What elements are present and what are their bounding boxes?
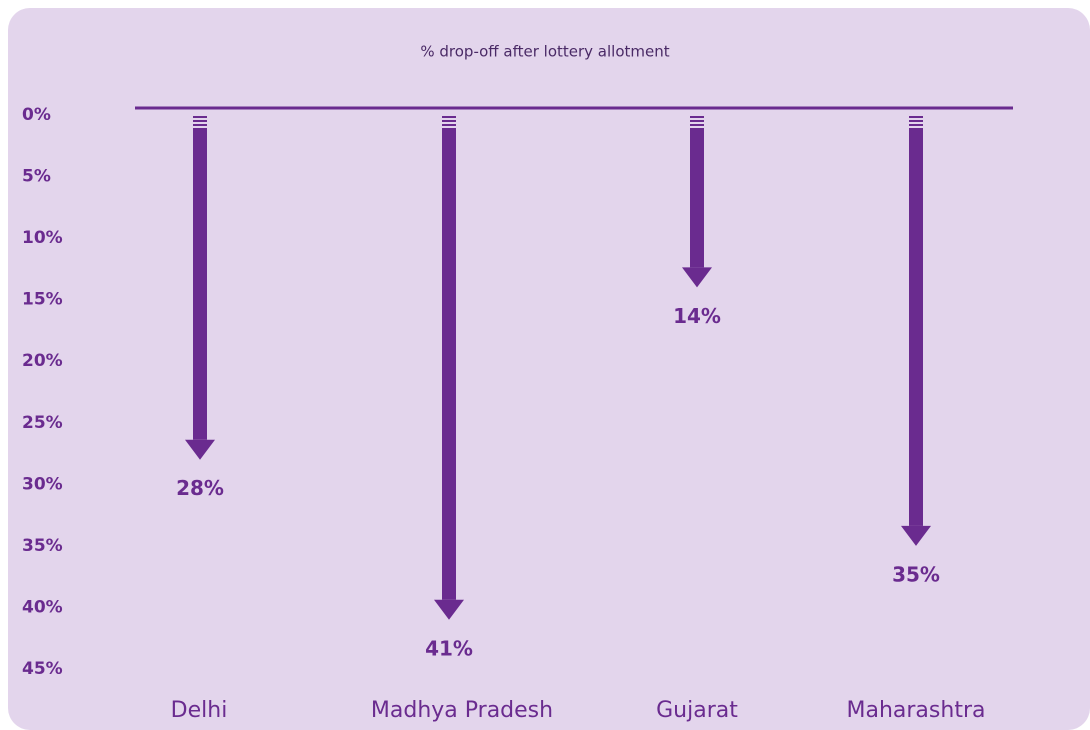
- arrow-part: [909, 124, 923, 126]
- arrow-part: [690, 124, 704, 126]
- arrow-part: [690, 116, 704, 118]
- y-tick-label: 20%: [22, 351, 63, 371]
- arrow-part: [442, 124, 456, 126]
- arrow-part: [901, 525, 931, 546]
- arrow-part: [193, 116, 207, 118]
- arrow-part: [193, 124, 207, 126]
- arrow-part: [193, 120, 207, 122]
- x-tick-label: Maharashtra: [847, 698, 986, 723]
- x-tick-label: Delhi: [171, 698, 228, 723]
- arrow-part: [185, 439, 215, 460]
- arrow-part: [442, 116, 456, 118]
- x-tick-label: Gujarat: [656, 698, 738, 723]
- y-tick-label: 15%: [22, 290, 63, 310]
- value-label: 14%: [673, 304, 721, 328]
- y-tick-label: 30%: [22, 474, 63, 494]
- panel: [8, 8, 1090, 730]
- y-tick-label: 25%: [22, 413, 63, 433]
- arrow-part: [442, 128, 456, 600]
- y-tick-label: 0%: [22, 105, 51, 125]
- value-label: 41%: [425, 636, 473, 660]
- arrow-part: [442, 120, 456, 122]
- arrow-part: [690, 120, 704, 122]
- arrow-part: [690, 128, 704, 268]
- arrow-part: [909, 120, 923, 122]
- y-tick-label: 5%: [22, 167, 51, 187]
- x-tick-label: Madhya Pradesh: [371, 698, 553, 723]
- value-label: 28%: [176, 476, 224, 500]
- arrow-part: [434, 599, 464, 620]
- y-tick-label: 45%: [22, 659, 63, 679]
- arrow-part: [909, 116, 923, 118]
- arrow: [901, 116, 931, 546]
- arrow-part: [193, 128, 207, 440]
- arrow-part: [909, 128, 923, 526]
- y-tick-label: 40%: [22, 597, 63, 617]
- arrow: [434, 116, 464, 620]
- y-tick-label: 10%: [22, 228, 63, 248]
- chart-title: % drop-off after lottery allotment: [420, 43, 669, 61]
- y-tick-label: 35%: [22, 536, 63, 556]
- value-label: 35%: [892, 562, 940, 586]
- arrow: [185, 116, 215, 460]
- arrow-part: [682, 267, 712, 288]
- arrow: [682, 116, 712, 288]
